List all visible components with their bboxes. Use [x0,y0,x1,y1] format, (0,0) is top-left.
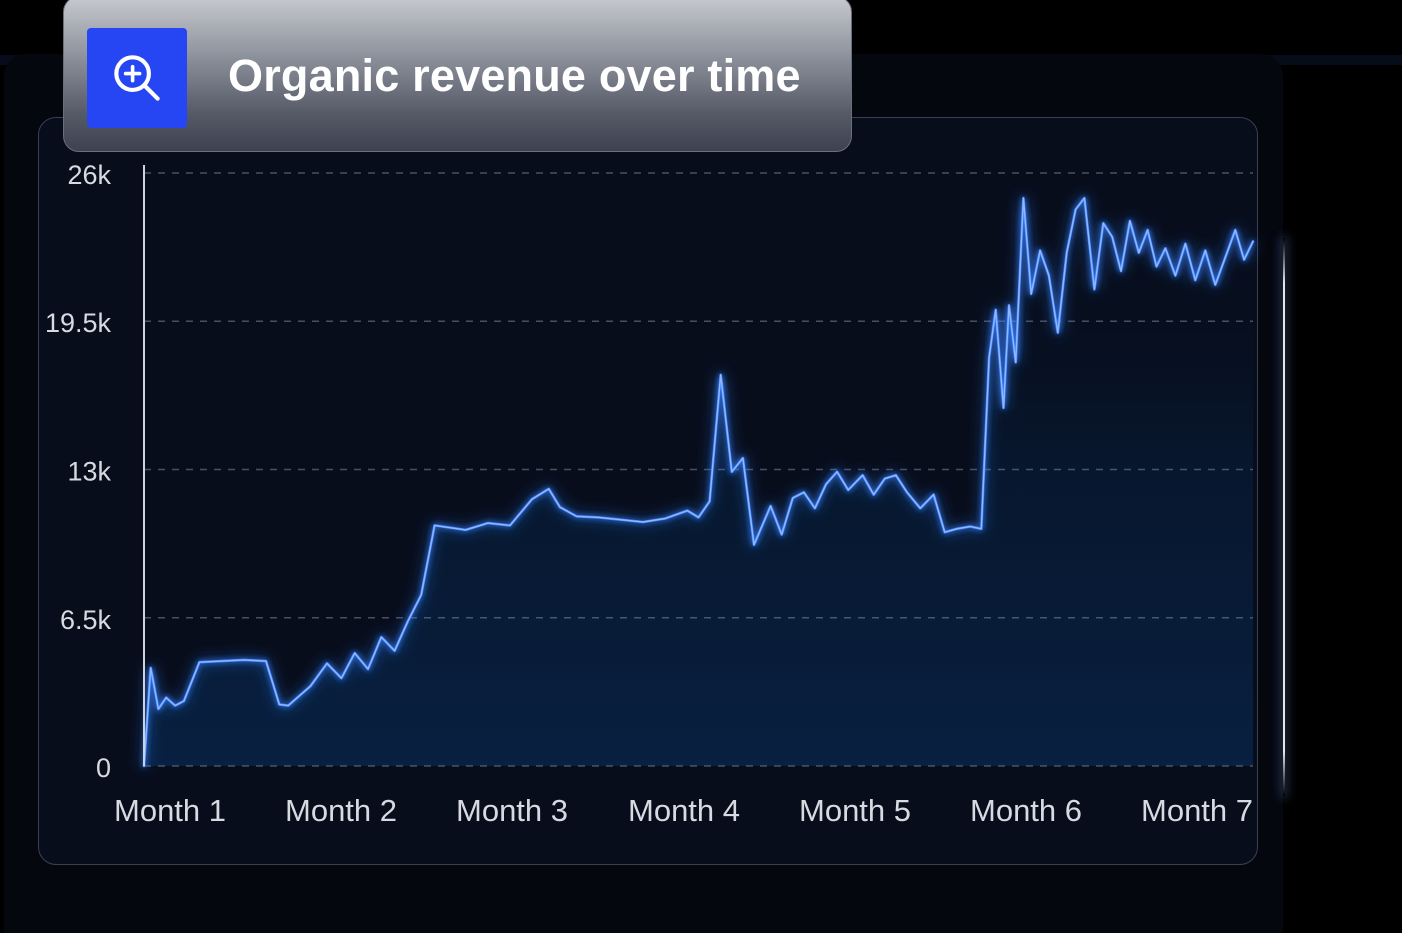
svg-text:Month 6: Month 6 [970,793,1082,828]
svg-text:Month 7: Month 7 [1141,793,1253,828]
svg-text:Month 5: Month 5 [799,793,911,828]
svg-text:Month 2: Month 2 [285,793,397,828]
svg-text:0: 0 [96,753,111,783]
svg-text:Month 4: Month 4 [628,793,740,828]
svg-text:Month 1: Month 1 [114,793,226,828]
svg-text:6.5k: 6.5k [60,605,112,635]
svg-text:19.5k: 19.5k [45,308,112,338]
svg-text:26k: 26k [67,160,111,190]
svg-text:Month 3: Month 3 [456,793,568,828]
svg-text:13k: 13k [67,457,111,487]
